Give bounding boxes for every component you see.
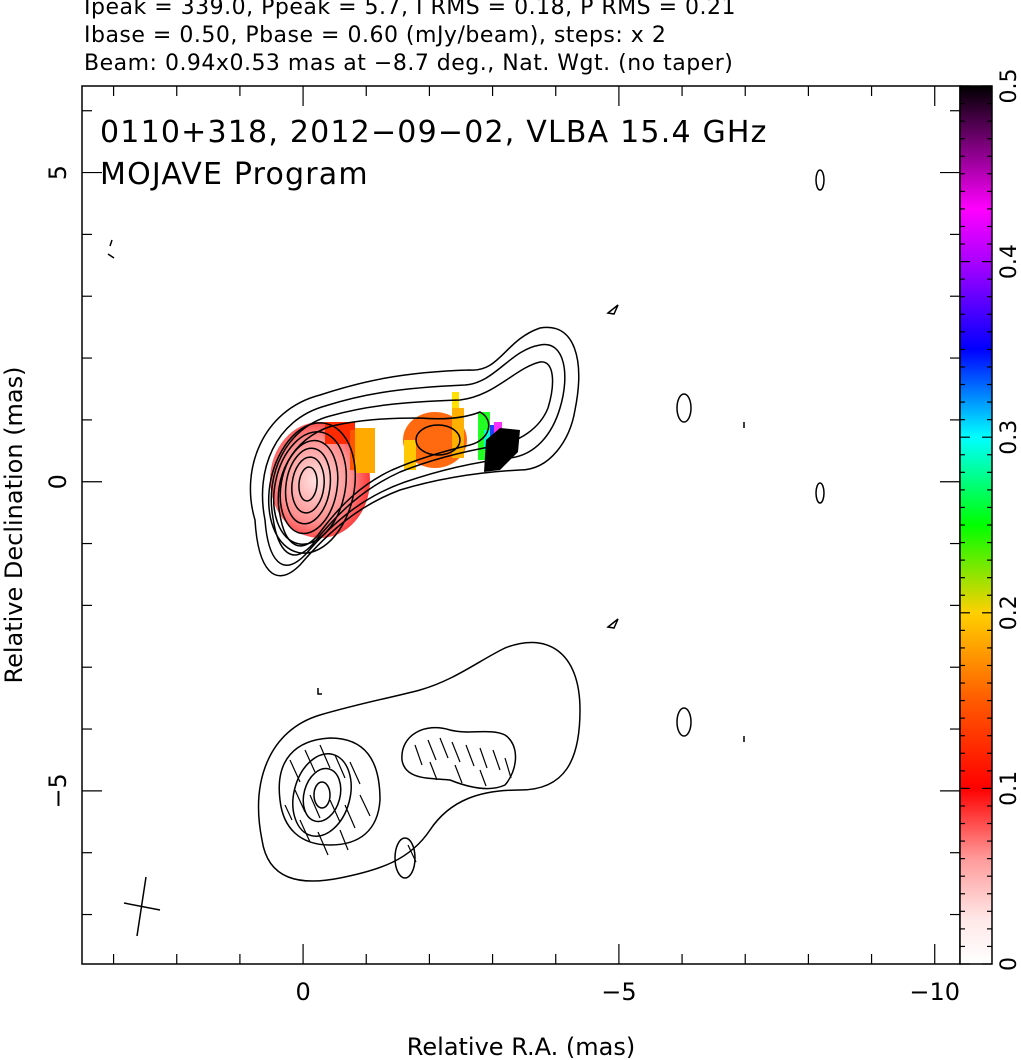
polarized-intensity-contours — [257, 641, 745, 882]
y-axis-label: Relative Declination (mas) — [0, 366, 28, 683]
colorbar-tick-label: 0.3 — [997, 420, 1021, 455]
plot-subtitle: MOJAVE Program — [100, 157, 369, 192]
y-tick-label: −5 — [44, 773, 72, 808]
colorbar-tick-label: 0.4 — [997, 244, 1021, 279]
colorbar — [959, 85, 993, 965]
x-tick-label: −5 — [601, 978, 636, 1006]
x-axis-label: Relative R.A. (mas) — [407, 1033, 635, 1060]
x-tick-label: −10 — [909, 978, 960, 1006]
colorbar-tick-labels: 0 0.1 0.2 0.3 0.4 0.5 — [997, 69, 1021, 972]
colorbar-tick-label: 0.2 — [997, 595, 1021, 630]
evpa-ticks — [284, 737, 512, 863]
colorbar-tick-label: 0 — [997, 957, 1021, 971]
plot-title: 0110+318, 2012−09−02, VLBA 15.4 GHz — [100, 115, 768, 150]
plot-frame — [81, 85, 961, 965]
total-intensity-contours — [107, 169, 825, 629]
beam-cross — [123, 876, 161, 937]
y-tick-label: 5 — [44, 165, 72, 180]
header-line-3: Beam: 0.94x0.53 mas at −8.7 deg., Nat. W… — [84, 51, 734, 76]
colorbar-tick-label: 0.1 — [997, 771, 1021, 806]
header-line-2: Ibase = 0.50, Pbase = 0.60 (mJy/beam), s… — [84, 23, 667, 48]
y-tick-labels: 5 0 −5 — [44, 165, 72, 809]
plot-area — [107, 169, 825, 937]
y-tick-label: 0 — [44, 474, 72, 489]
header-line-1: Ipeak = 339.0, Ppeak = 5.7, I RMS = 0.18… — [84, 0, 736, 20]
x-tick-labels: 0 −5 −10 — [295, 978, 960, 1006]
colorbar-ticks — [960, 85, 992, 965]
x-tick-label: 0 — [295, 978, 310, 1006]
colorbar-tick-label: 0.5 — [997, 69, 1021, 104]
axis-ticks — [82, 86, 960, 964]
